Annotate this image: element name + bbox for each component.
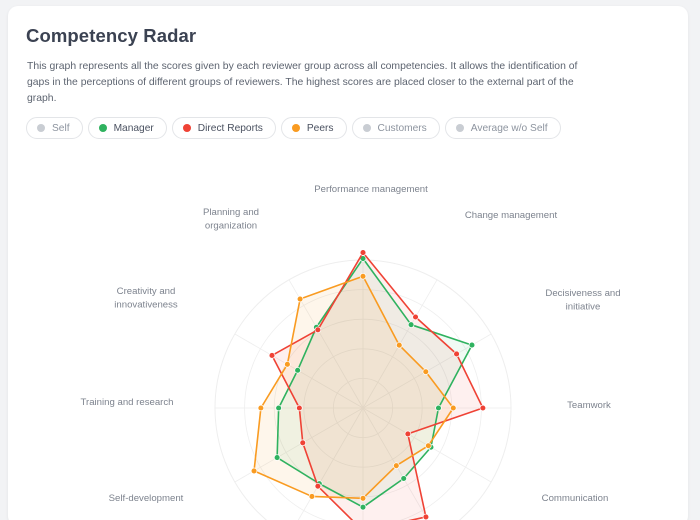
radar-axis-labels: Performance management Change management D… <box>81 184 621 504</box>
radar-data-point[interactable] <box>435 404 442 412</box>
radar-data-point[interactable] <box>296 295 304 303</box>
radar-data-point[interactable] <box>273 454 281 461</box>
axis-label-communication: Communication <box>542 493 609 504</box>
legend-item-label: Customers <box>377 122 427 134</box>
radar-data-point[interactable] <box>299 439 307 447</box>
radar-chart-container: Performance management Change management D… <box>8 156 688 520</box>
legend-item-label: Self <box>52 122 70 134</box>
legend: Self Manager Direct Reports Peers Customers A… <box>26 117 561 139</box>
radar-data-point[interactable] <box>407 321 415 328</box>
legend-item-direct-reports[interactable]: Direct Reports <box>171 117 276 139</box>
radar-data-point[interactable] <box>393 462 400 469</box>
legend-color-dot-icon <box>362 124 371 132</box>
axis-label-teamwork: Teamwork <box>567 400 611 411</box>
radar-data-point[interactable] <box>453 350 460 358</box>
legend-item-label: Manager <box>113 122 154 134</box>
competency-radar-card: Competency Radar This graph represents a… <box>8 6 688 520</box>
radar-data-point[interactable] <box>257 404 265 412</box>
axis-label-self-development: Self-development <box>109 493 184 504</box>
radar-chart: Performance management Change management D… <box>81 184 621 520</box>
radar-data-point[interactable] <box>359 503 367 511</box>
legend-color-dot-icon <box>98 124 107 132</box>
radar-data-point[interactable] <box>396 341 403 349</box>
axis-label-creativity-and-innovativeness: Creativity and innovativeness <box>114 286 178 311</box>
radar-data-point[interactable] <box>296 404 303 412</box>
legend-color-dot-icon <box>182 124 191 132</box>
radar-data-point[interactable] <box>314 326 322 334</box>
radar-data-point[interactable] <box>359 249 367 256</box>
radar-data-point[interactable] <box>314 482 322 490</box>
radar-data-point[interactable] <box>268 352 276 359</box>
radar-data-point[interactable] <box>422 513 430 520</box>
chart-description: This graph represents all the scores giv… <box>27 61 578 104</box>
radar-data-point[interactable] <box>359 273 367 280</box>
radar-line-direct-reports <box>268 249 487 520</box>
radar-data-point[interactable] <box>250 467 258 475</box>
radar-data-point[interactable] <box>284 361 291 368</box>
radar-data-point[interactable] <box>294 367 301 374</box>
legend-item-label: Direct Reports <box>197 122 263 134</box>
axis-label-change-management: Change management <box>465 210 558 221</box>
axis-label-training-and-research: Training and research <box>81 397 174 408</box>
radar-data-point[interactable] <box>400 475 407 482</box>
legend-item-label: Average w/o Self <box>470 122 548 134</box>
legend-item-label: Peers <box>306 122 334 134</box>
radar-line-manager <box>273 255 476 511</box>
legend-item-customers[interactable]: Customers <box>351 117 440 139</box>
axis-label-decisiveness-and-initiative: Decisiveness and initiative <box>545 288 620 313</box>
radar-line-peers <box>250 273 457 502</box>
radar-data-point[interactable] <box>308 493 316 500</box>
radar-data-point[interactable] <box>422 368 430 375</box>
legend-item-average-w-o-self[interactable]: Average w/o Self <box>444 117 561 139</box>
legend-color-dot-icon <box>37 124 45 132</box>
radar-series-peers <box>254 276 454 499</box>
radar-data-point[interactable] <box>479 404 487 412</box>
radar-data-point[interactable] <box>425 442 432 449</box>
radar-data-point[interactable] <box>359 495 367 502</box>
radar-data-point[interactable] <box>450 404 457 412</box>
legend-item-self[interactable]: Self <box>26 117 83 139</box>
legend-item-peers[interactable]: Peers <box>280 117 347 139</box>
page-title: Competency Radar <box>26 25 197 46</box>
axis-label-performance-management: Performance management <box>314 184 428 195</box>
radar-series-manager <box>277 258 472 508</box>
radar-data-point[interactable] <box>275 404 282 412</box>
radar-data-point[interactable] <box>468 341 476 349</box>
radar-data-point[interactable] <box>412 313 419 321</box>
axis-label-planning-and-organization: Planning and organization <box>203 207 259 232</box>
legend-color-dot-icon <box>455 124 464 132</box>
radar-data-point[interactable] <box>404 430 412 438</box>
legend-color-dot-icon <box>291 124 300 132</box>
legend-item-manager[interactable]: Manager <box>87 117 167 139</box>
